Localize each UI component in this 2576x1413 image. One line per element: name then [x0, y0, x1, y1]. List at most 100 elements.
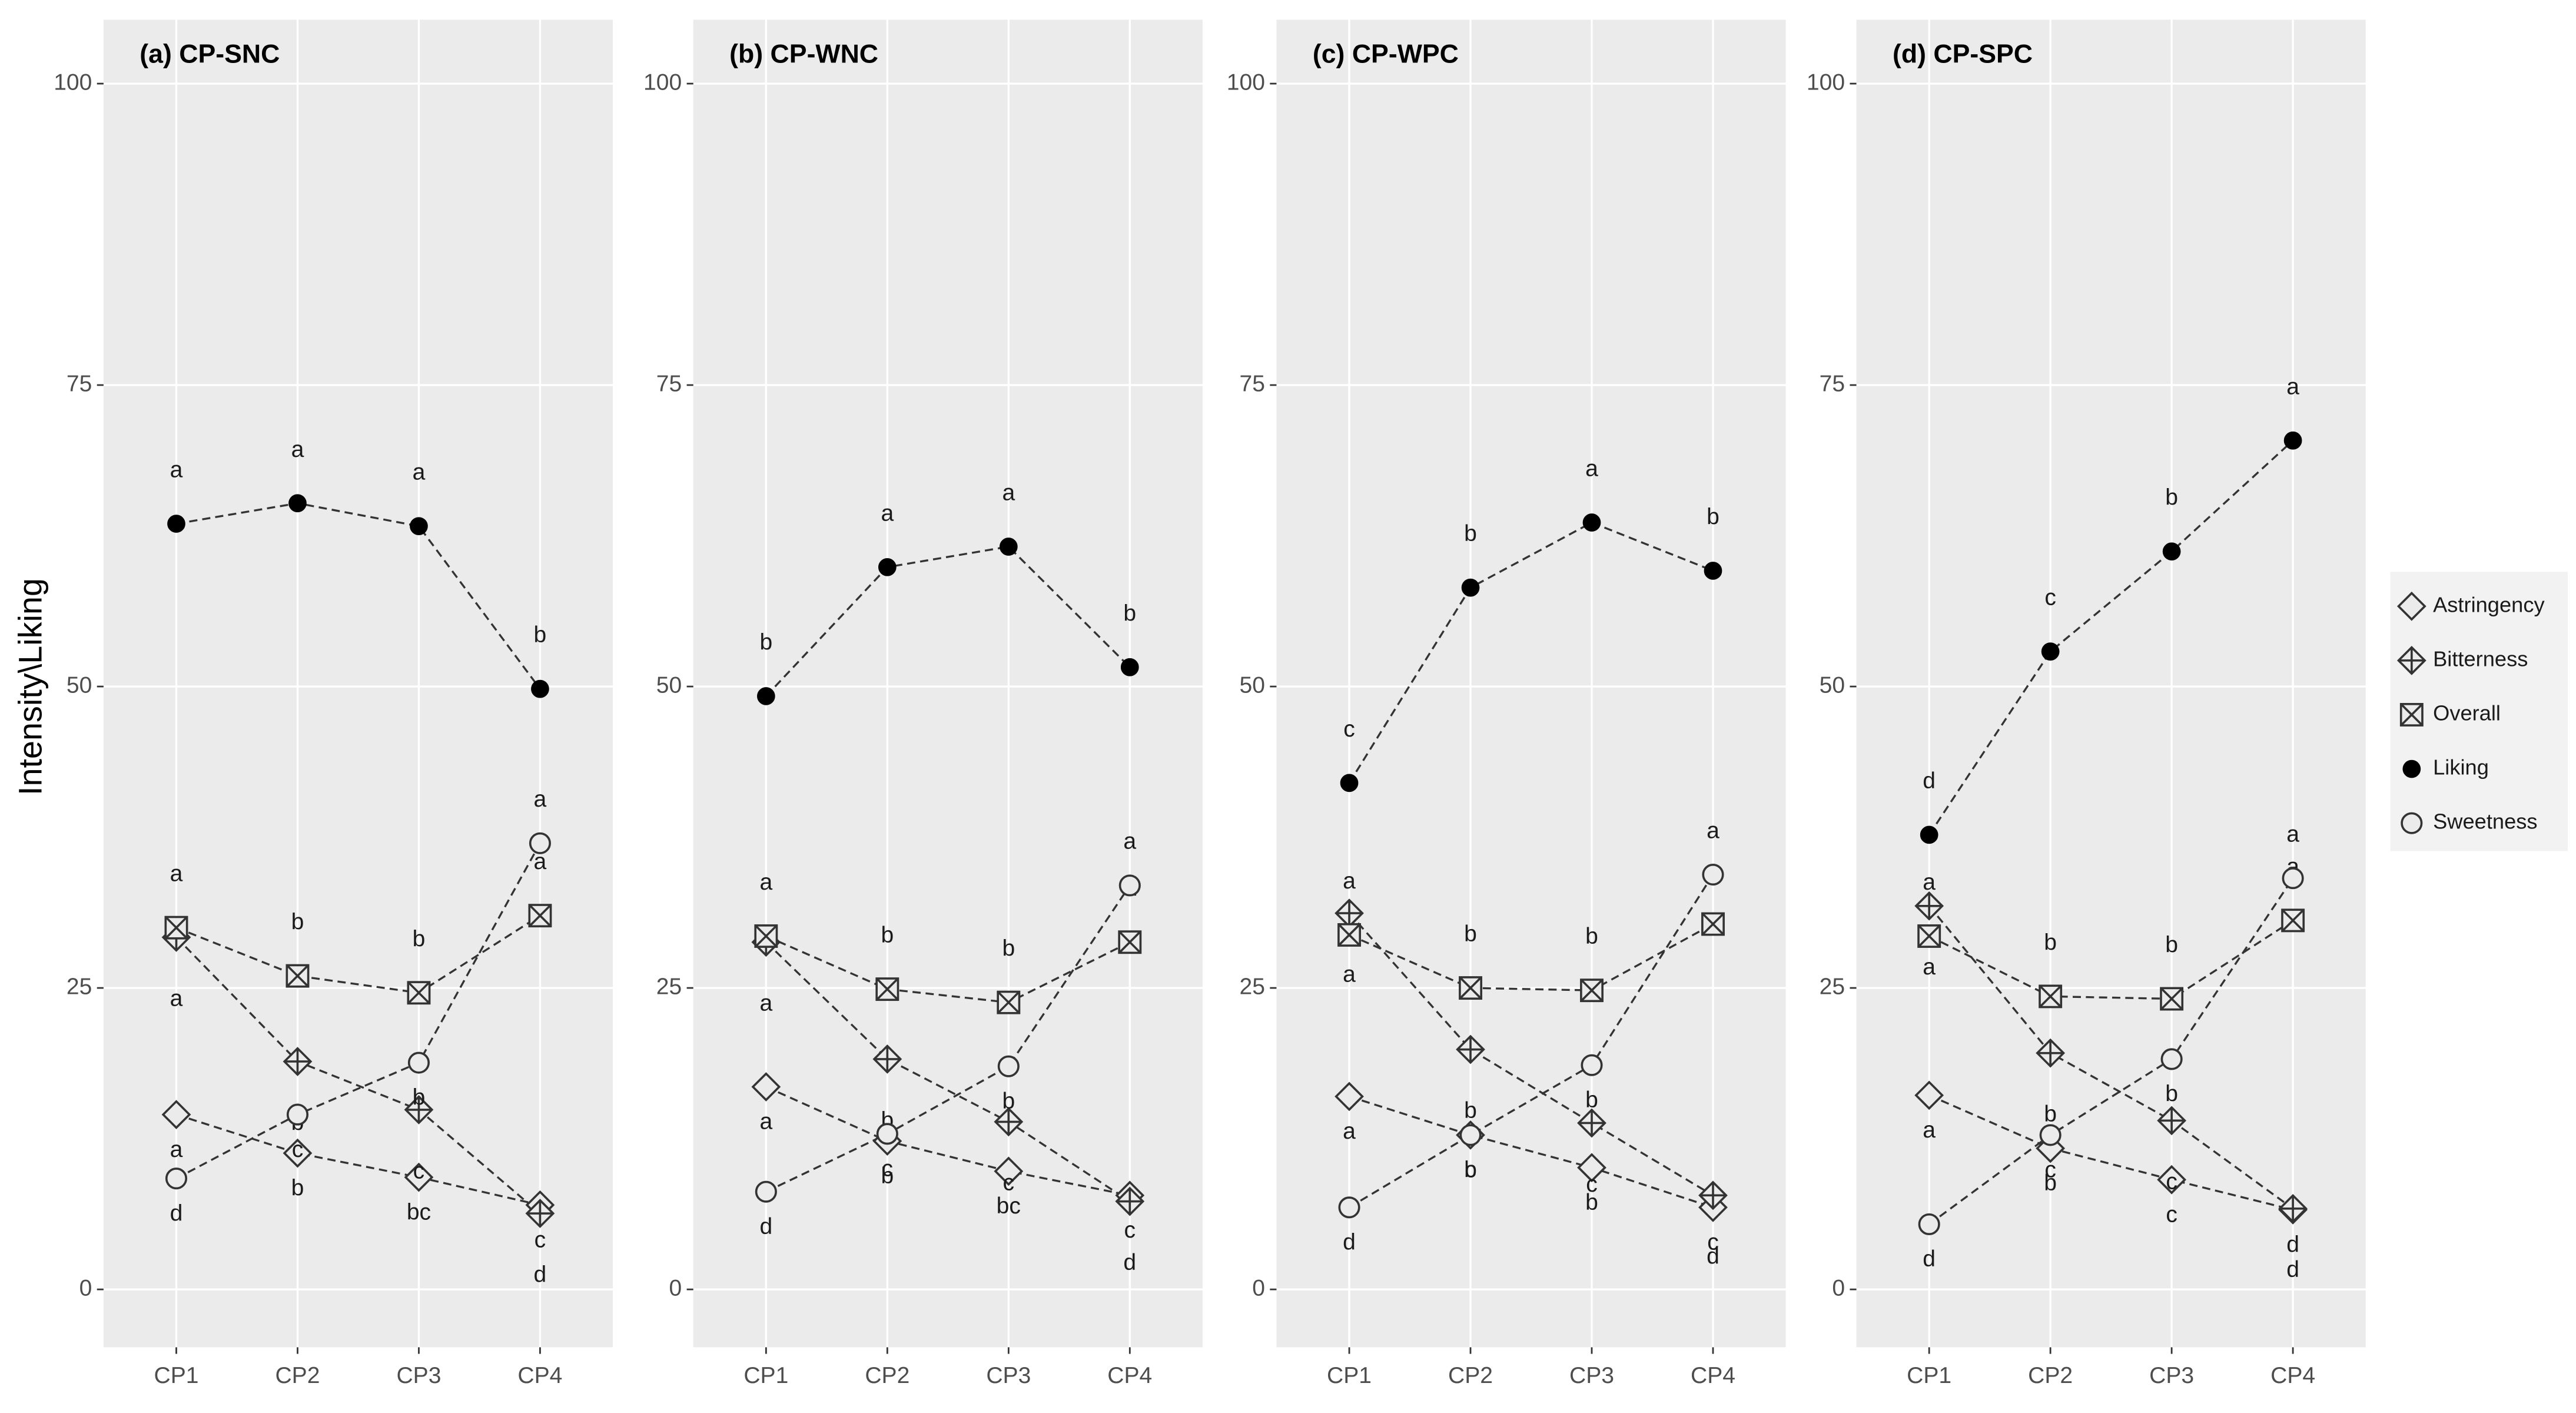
- y-tick-label: 25: [1239, 974, 1264, 999]
- significance-letter: c: [1707, 1230, 1719, 1255]
- marker-shape: [1701, 913, 1725, 936]
- point-marker: [2160, 987, 2184, 1011]
- point-marker: [1914, 891, 1944, 921]
- point-marker: [1335, 1082, 1364, 1112]
- point-marker: [2278, 1193, 2308, 1223]
- marker-shape: [1118, 874, 1141, 897]
- point-marker: [1918, 1213, 1940, 1236]
- marker-shape: [1120, 658, 1139, 676]
- marker-shape: [2162, 542, 2181, 561]
- significance-letter: a: [759, 870, 772, 895]
- marker-shape: [529, 832, 551, 854]
- point-marker: [407, 1052, 430, 1074]
- y-tick-label: 25: [1820, 974, 1845, 999]
- significance-letter: a: [759, 991, 772, 1016]
- marker-shape: [407, 981, 430, 1004]
- significance-letter: b: [2044, 1102, 2057, 1127]
- significance-letter: a: [881, 500, 894, 526]
- marker-shape: [2282, 867, 2304, 890]
- point-marker: [1698, 1180, 1728, 1210]
- legend-label: Astringency: [2433, 592, 2545, 616]
- x-tick-label: CP1: [743, 1363, 788, 1388]
- significance-letter: c: [535, 1227, 546, 1252]
- significance-letter: c: [292, 1137, 304, 1162]
- panel-background: [103, 19, 613, 1348]
- significance-letter: a: [1343, 961, 1356, 987]
- point-marker: [286, 964, 310, 988]
- marker-shape: [286, 964, 309, 988]
- significance-letter: c: [1586, 1172, 1598, 1197]
- marker-shape: [288, 494, 307, 513]
- point-marker: [878, 558, 897, 576]
- marker-shape: [410, 517, 428, 536]
- marker-shape: [1580, 979, 1604, 1002]
- significance-letter: b: [291, 1175, 304, 1200]
- panel-background: [1276, 19, 1786, 1348]
- series-line: [765, 885, 1131, 1193]
- series-line: [1348, 912, 1714, 1196]
- y-axis-label: Intensity\Liking: [12, 578, 49, 795]
- point-marker: [283, 1047, 313, 1076]
- x-tick-label: CP4: [1107, 1363, 1152, 1388]
- marker-shape: [2157, 1165, 2187, 1195]
- y-tick-label: 75: [656, 371, 682, 396]
- series-line: [765, 941, 1131, 1202]
- panel-background: [693, 19, 1203, 1348]
- point-marker: [872, 1044, 902, 1074]
- point-marker: [404, 1162, 434, 1192]
- significance-letter: c: [1124, 1218, 1136, 1243]
- y-tick-label: 50: [1820, 672, 1845, 698]
- legend-marker: [2402, 759, 2421, 778]
- marker-shape: [1918, 1213, 1940, 1236]
- y-tick-label: 50: [67, 672, 92, 698]
- point-marker: [167, 515, 185, 533]
- x-tick-label: CP1: [154, 1363, 199, 1388]
- point-marker: [876, 1123, 898, 1145]
- y-tick-label: 75: [1239, 371, 1264, 396]
- series-line: [1928, 877, 2294, 1225]
- point-marker: [1459, 1124, 1482, 1146]
- x-tick-label: CP4: [517, 1363, 562, 1388]
- point-marker: [2039, 984, 2063, 1009]
- significance-letter: d: [2286, 1232, 2299, 1258]
- y-tick-label: 75: [67, 371, 92, 396]
- marker-shape: [1335, 1082, 1364, 1112]
- significance-letter: bc: [407, 1199, 431, 1225]
- series-line: [765, 1086, 1130, 1196]
- point-marker: [2157, 1106, 2187, 1136]
- point-marker: [529, 832, 551, 854]
- marker-shape: [165, 916, 188, 940]
- marker-shape: [283, 1138, 313, 1168]
- significance-letter: b: [1585, 1190, 1598, 1215]
- panel-background: [1856, 19, 2366, 1348]
- significance-letter: d: [1923, 768, 1936, 794]
- marker-shape: [1702, 863, 1724, 886]
- point-marker: [2041, 642, 2060, 661]
- y-tick-label: 25: [67, 974, 92, 999]
- x-tick-label: CP4: [1691, 1363, 1735, 1388]
- series-line: [765, 935, 1131, 1004]
- point-marker: [528, 904, 552, 928]
- y-tick-label: 100: [54, 69, 92, 95]
- marker-shape: [994, 1156, 1024, 1186]
- marker-shape: [2396, 591, 2426, 621]
- significance-letter: b: [759, 629, 772, 655]
- y-tick-label: 50: [656, 672, 682, 698]
- series-line: [1349, 1095, 1714, 1209]
- significance-letter: a: [170, 457, 183, 483]
- panel-title: (b) CP-WNC: [729, 40, 878, 69]
- series-line: [1928, 440, 2294, 835]
- significance-letter: a: [1343, 868, 1356, 894]
- significance-letter: a: [1585, 456, 1598, 482]
- legend-marker: [2399, 703, 2424, 727]
- marker-shape: [1581, 1054, 1603, 1076]
- point-marker: [1337, 923, 1362, 947]
- panel-title: (c) CP-WPC: [1313, 40, 1459, 69]
- y-tick-label: 0: [79, 1275, 92, 1301]
- marker-shape: [2283, 431, 2302, 450]
- marker-shape: [997, 1055, 1020, 1077]
